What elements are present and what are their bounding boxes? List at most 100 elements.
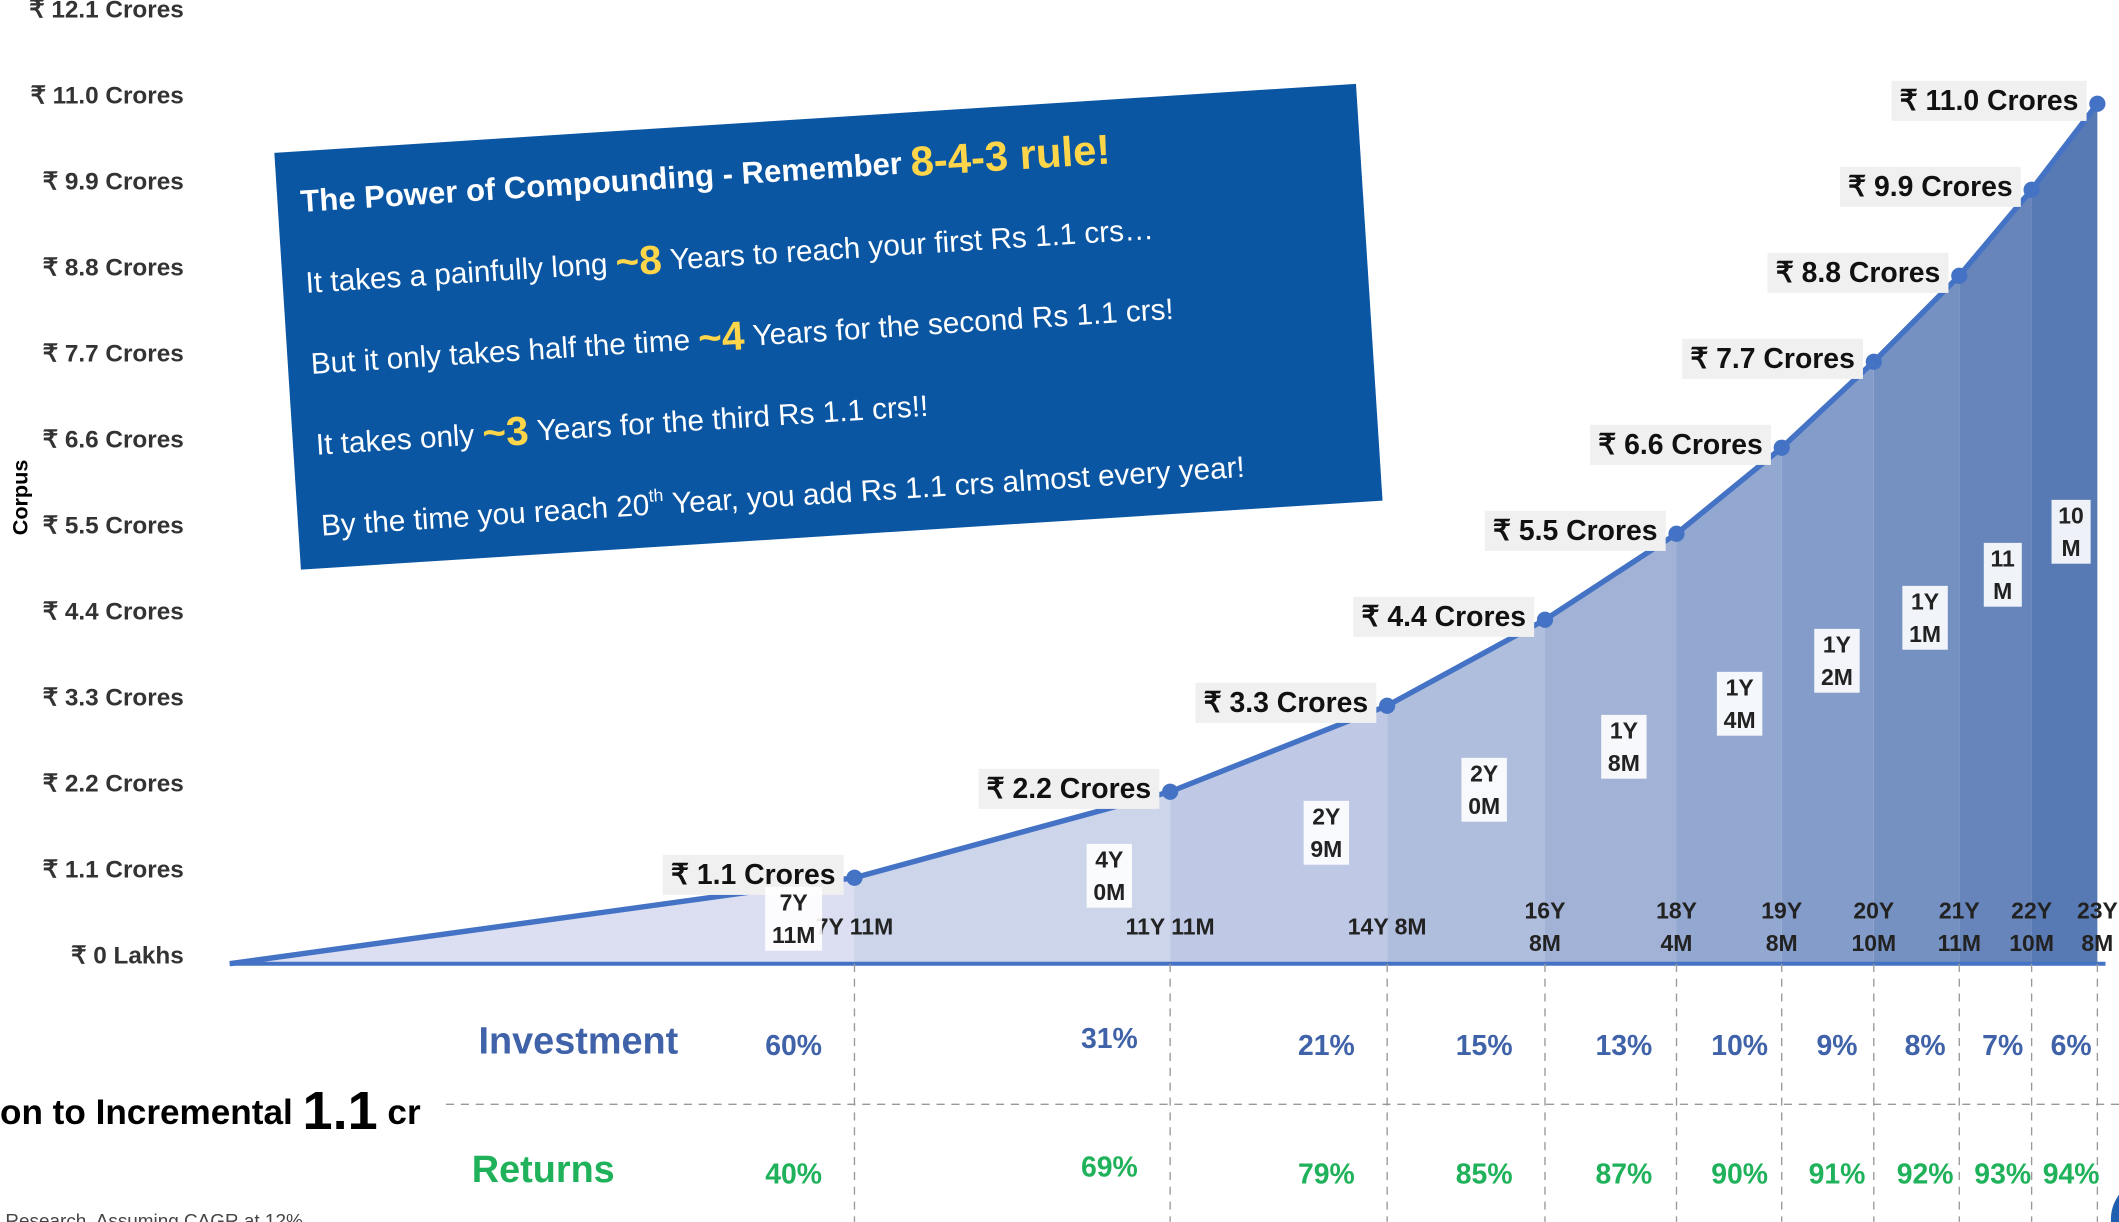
plot: ₹ 0 Lakhs ₹ 1.1 Crores ₹ 2.2 Crores ₹ 3.3 C… <box>29 0 2119 1222</box>
y-tick-label: ₹ 9.9 Crores <box>43 168 184 195</box>
table-value: 13% <box>1596 1030 1653 1062</box>
y-tick-label: ₹ 4.4 Crores <box>43 598 184 625</box>
point <box>1773 439 1790 456</box>
data-label: ₹ 2.2 Crores <box>987 773 1152 805</box>
y-tick-label: ₹ 8.8 Crores <box>43 254 184 281</box>
y-tick-label: ₹ 1.1 Crores <box>43 856 184 883</box>
data-label-bg <box>1891 80 2087 121</box>
interval-label: 4Y 0M <box>1093 847 1125 905</box>
x-tick-label: 14Y 8M <box>1348 914 1427 940</box>
interval-label-bg <box>1983 542 2022 607</box>
table-value: 10% <box>1711 1030 1768 1062</box>
interval-label: 7Y 11M <box>772 890 815 948</box>
table-row-label: Returns <box>472 1149 615 1191</box>
side-title-text: on to Incremental <box>0 1093 293 1132</box>
table-value: 31% <box>1081 1023 1138 1055</box>
side-title-number: 1.1 <box>303 1081 378 1141</box>
interval-label-bg <box>1814 628 1860 693</box>
interval-label: 1Y 8M <box>1608 718 1640 776</box>
data-label-bg <box>1353 596 1535 637</box>
y-tick-label: ₹ 11.0 Crores <box>30 82 183 109</box>
area-segment <box>854 791 1171 964</box>
x-tick-label: 23Y 8M <box>2077 897 2118 955</box>
x-tick-label: 16Y 8M <box>1525 897 1566 955</box>
x-tick-label: 18Y 4M <box>1656 897 1697 955</box>
x-tick-label: 22Y 10M <box>2009 897 2054 955</box>
table-value: 21% <box>1298 1030 1355 1062</box>
table-value: 93% <box>1974 1158 2031 1190</box>
data-label: ₹ 11.0 Crores <box>1900 85 2079 117</box>
data-label-bg <box>1195 682 1377 723</box>
side-title: on to Incremental 1.1 cr <box>0 1081 421 1141</box>
y-tick-label: ₹ 5.5 Crores <box>43 512 184 539</box>
table-value: 7% <box>1982 1030 2023 1062</box>
table-value: 91% <box>1809 1158 1866 1190</box>
data-label-bg <box>978 768 1160 809</box>
callout: The Power of Compounding - Remember 8-4-… <box>274 83 1383 570</box>
y-axis-label: Corpus <box>7 460 32 536</box>
data-label: ₹ 7.7 Crores <box>1690 343 1855 375</box>
point <box>2023 181 2040 198</box>
interval-label: 2Y 9M <box>1310 804 1342 862</box>
interval-label-bg <box>2051 499 2091 564</box>
point <box>846 869 863 886</box>
x-tick-label: 20Y 10M <box>1851 897 1896 955</box>
x-tick-label: 19Y 8M <box>1761 897 1802 955</box>
table-value: 9% <box>1816 1030 1857 1062</box>
interval-label: 10 M <box>2058 503 2084 561</box>
point <box>1668 525 1685 542</box>
y-tick-label: ₹ 0 Lakhs <box>71 942 184 969</box>
area-segment <box>1170 705 1388 964</box>
table-value: 79% <box>1298 1158 1355 1190</box>
point <box>1379 697 1396 714</box>
data-label-bg <box>1839 166 2021 207</box>
footnote: Research. Assuming CAGR at 12% <box>5 1211 303 1222</box>
data-label: ₹ 3.3 Crores <box>1204 687 1369 719</box>
x-tick-label: 11Y 11M <box>1126 914 1215 940</box>
data-label-bg <box>1682 338 1863 379</box>
interval-label-bg <box>1716 671 1763 736</box>
table-value: 85% <box>1456 1158 1513 1190</box>
interval-label: 1Y 4M <box>1724 675 1756 733</box>
x-tick-label: 7Y 11M <box>816 914 893 940</box>
y-tick-label: ₹ 7.7 Crores <box>43 340 184 367</box>
y-tick-label: ₹ 3.3 Crores <box>43 684 184 711</box>
table-value: 8% <box>1905 1030 1946 1062</box>
table-value: 40% <box>765 1158 822 1190</box>
data-label: ₹ 9.9 Crores <box>1848 171 2013 203</box>
point <box>2089 95 2106 112</box>
point <box>1951 267 1968 284</box>
table-value: 87% <box>1596 1158 1653 1190</box>
table-row-label: Investment <box>479 1020 679 1062</box>
interval-label-bg <box>1303 800 1350 865</box>
data-label: ₹ 5.5 Crores <box>1493 515 1658 547</box>
interval-label-bg <box>1902 585 1948 650</box>
interval-label: 1Y 1M <box>1909 589 1941 647</box>
y-tick-label: ₹ 12.1 Crores <box>29 0 184 23</box>
table-value: 15% <box>1456 1030 1513 1062</box>
data-label: ₹ 6.6 Crores <box>1598 429 1763 461</box>
callout-mark: ~4 <box>697 312 747 361</box>
interval-label-bg <box>1601 714 1647 779</box>
table-value: 92% <box>1897 1158 1954 1190</box>
y-tick-label: ₹ 2.2 Crores <box>43 770 184 797</box>
interval-label-bg <box>1461 757 1507 822</box>
callout-box <box>274 83 1383 570</box>
interval-label: 11 M <box>1991 546 2016 604</box>
side-title-text: cr <box>387 1093 421 1132</box>
data-label-bg <box>1590 424 1771 465</box>
interval-label-bg <box>765 886 823 951</box>
data-label: ₹ 1.1 Crores <box>671 859 836 891</box>
logo-fragment <box>2110 1194 2119 1222</box>
point <box>1162 783 1179 800</box>
callout-mark: ~3 <box>481 407 530 456</box>
table-value: 94% <box>2043 1158 2100 1190</box>
point <box>1536 611 1554 628</box>
callout-mark: ~8 <box>614 236 663 285</box>
interval-label-bg <box>1086 843 1133 908</box>
interval-label: 2Y 0M <box>1468 761 1500 819</box>
table-value: 90% <box>1711 1158 1768 1190</box>
table-value: 69% <box>1081 1152 1138 1184</box>
data-label-bg <box>1767 252 1949 293</box>
